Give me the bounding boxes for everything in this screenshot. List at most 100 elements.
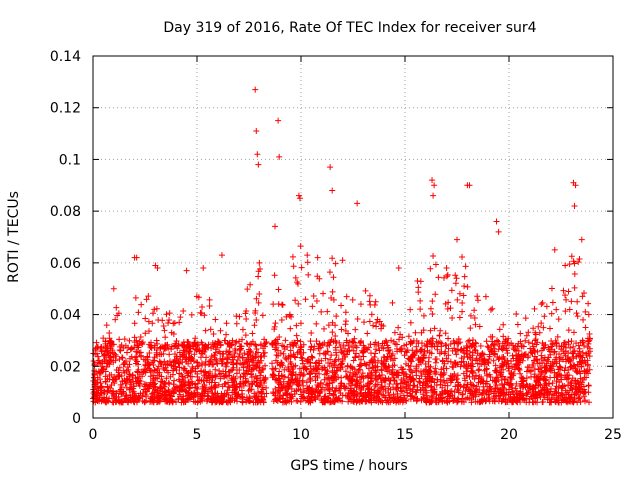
data-point xyxy=(423,381,430,388)
data-point xyxy=(286,392,293,399)
data-point xyxy=(313,320,320,327)
data-point xyxy=(370,322,377,329)
data-point xyxy=(491,377,498,384)
data-point xyxy=(228,359,235,366)
data-point xyxy=(297,351,304,358)
data-point xyxy=(321,364,328,371)
data-point xyxy=(304,356,311,363)
data-point xyxy=(344,362,351,369)
data-point xyxy=(553,306,560,313)
data-point xyxy=(309,354,316,361)
data-point xyxy=(527,345,534,352)
x-tick-label: 0 xyxy=(89,427,98,443)
data-point xyxy=(160,365,167,372)
data-point xyxy=(394,397,401,404)
data-point xyxy=(425,369,432,376)
data-point xyxy=(489,305,496,312)
data-point xyxy=(289,339,296,346)
data-point xyxy=(251,322,258,329)
data-point xyxy=(316,350,323,357)
data-point xyxy=(195,294,202,301)
data-point xyxy=(160,350,167,357)
data-point xyxy=(432,261,439,268)
x-axis-label: GPS time / hours xyxy=(290,458,407,474)
data-point xyxy=(178,399,185,406)
data-point xyxy=(467,387,474,394)
data-point xyxy=(201,344,208,351)
data-point xyxy=(202,327,209,334)
data-point xyxy=(171,343,178,350)
data-point xyxy=(338,347,345,354)
data-point xyxy=(429,298,436,305)
data-point xyxy=(535,323,542,330)
data-point xyxy=(471,346,478,353)
data-point xyxy=(121,369,128,376)
data-point xyxy=(483,338,490,345)
data-point xyxy=(312,360,319,367)
data-point xyxy=(485,356,492,363)
data-point xyxy=(514,362,521,369)
data-point xyxy=(281,366,288,373)
data-point xyxy=(211,383,218,390)
data-point xyxy=(428,337,435,344)
data-point xyxy=(233,320,240,327)
data-point xyxy=(347,369,354,376)
data-point xyxy=(392,340,399,347)
data-point xyxy=(562,262,569,269)
data-point xyxy=(546,391,553,398)
data-point xyxy=(329,379,336,386)
data-point xyxy=(222,380,229,387)
data-point xyxy=(520,375,527,382)
data-point xyxy=(539,340,546,347)
data-point xyxy=(362,287,369,294)
data-point xyxy=(362,398,369,405)
data-point xyxy=(137,334,144,341)
data-point xyxy=(522,315,529,322)
data-point xyxy=(364,372,371,379)
data-point xyxy=(409,386,416,393)
data-point xyxy=(558,399,565,406)
data-point xyxy=(188,311,195,318)
data-point xyxy=(491,351,498,358)
data-point xyxy=(442,341,449,348)
data-point xyxy=(505,365,512,372)
data-point xyxy=(260,365,267,372)
data-point xyxy=(207,356,214,363)
data-point xyxy=(253,346,260,353)
data-point xyxy=(585,340,592,347)
data-point xyxy=(295,280,302,287)
data-point xyxy=(102,338,109,345)
data-point xyxy=(386,346,393,353)
data-point xyxy=(333,394,340,401)
data-point xyxy=(287,347,294,354)
data-point xyxy=(447,379,454,386)
data-point xyxy=(432,356,439,363)
data-point xyxy=(193,359,200,366)
data-point xyxy=(538,320,545,327)
data-point xyxy=(321,371,328,378)
data-point xyxy=(161,327,168,334)
data-point xyxy=(326,380,333,387)
data-point xyxy=(162,389,169,396)
data-point xyxy=(248,374,255,381)
data-point xyxy=(254,151,261,158)
data-point xyxy=(506,368,513,375)
data-point xyxy=(97,380,104,387)
data-point xyxy=(115,369,122,376)
data-point xyxy=(100,335,107,342)
data-point xyxy=(207,326,214,333)
data-point xyxy=(269,372,276,379)
data-point xyxy=(135,366,142,373)
data-point xyxy=(461,349,468,356)
data-point xyxy=(231,377,238,384)
data-point xyxy=(279,362,286,369)
data-point xyxy=(519,357,526,364)
data-point xyxy=(247,386,254,393)
data-point xyxy=(406,366,413,373)
data-point xyxy=(210,331,217,338)
data-point xyxy=(530,388,537,395)
data-point xyxy=(329,319,336,326)
data-point xyxy=(570,329,577,336)
data-point xyxy=(191,351,198,358)
data-point xyxy=(189,391,196,398)
